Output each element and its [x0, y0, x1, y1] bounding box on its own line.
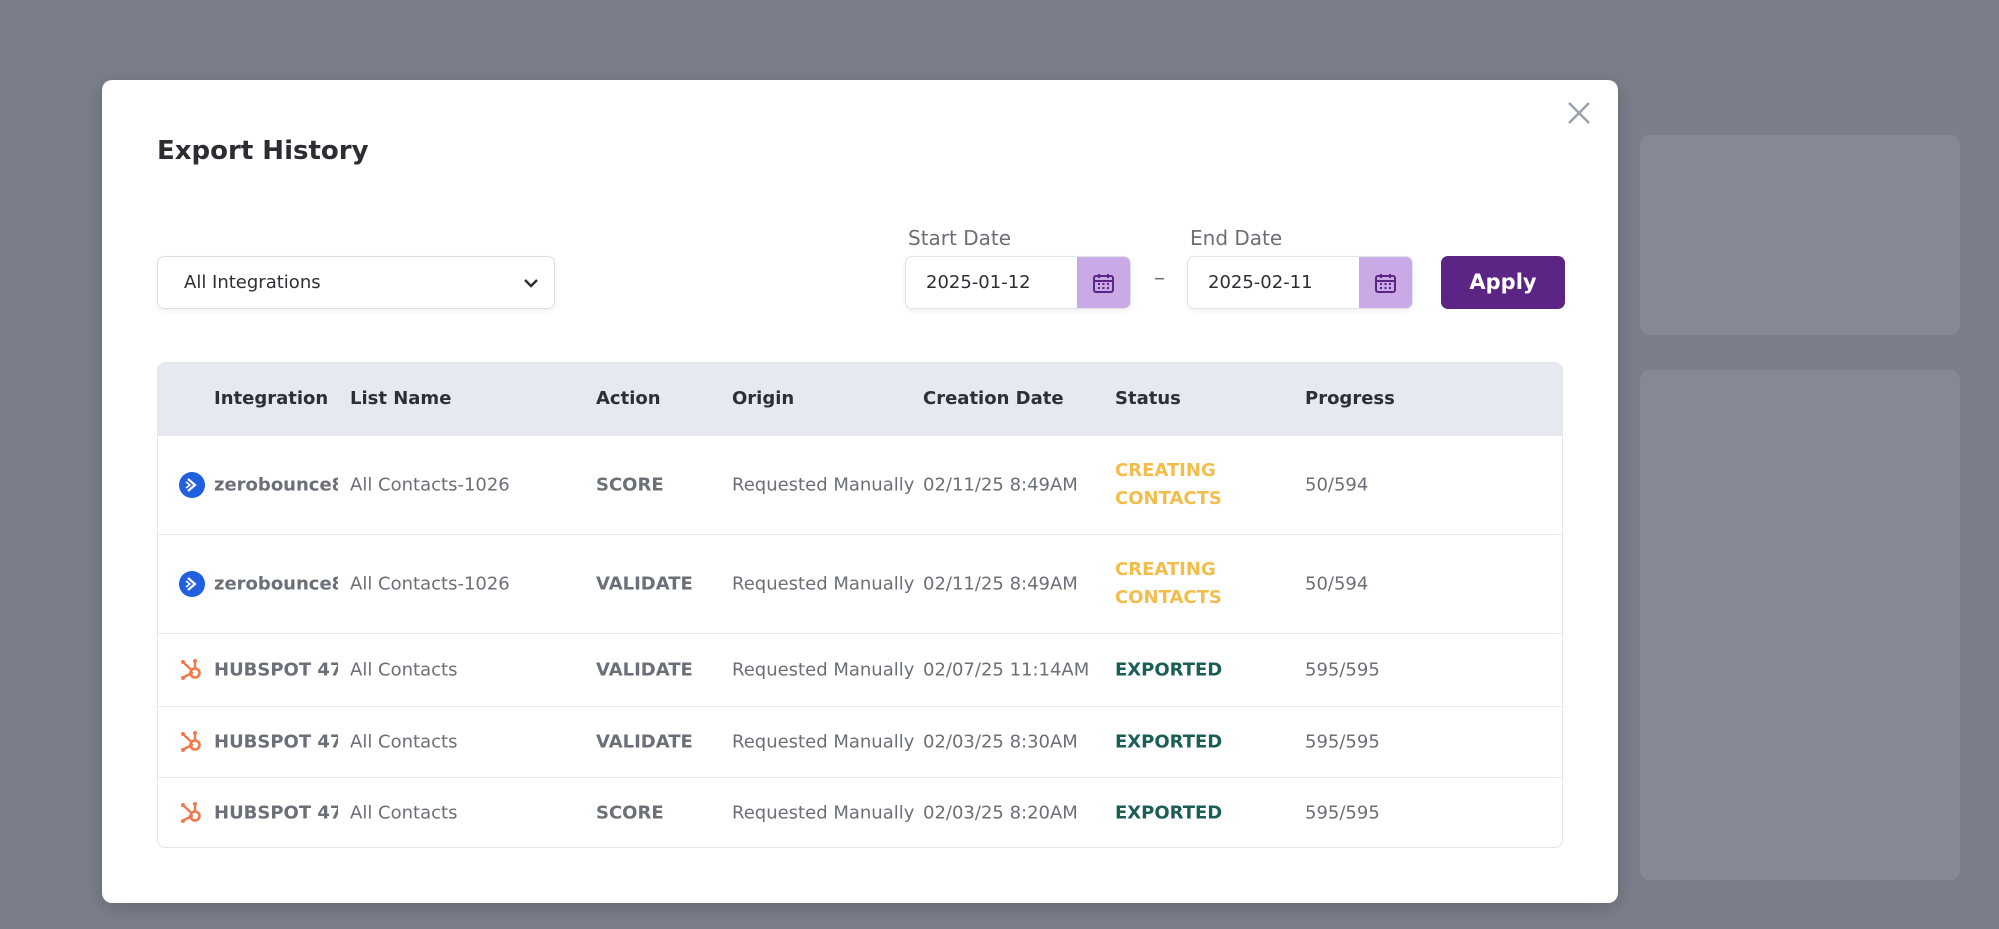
creation-date: 02/11/25 8:49AM — [923, 475, 1078, 496]
column-header: List Name — [350, 363, 451, 435]
chevron — [522, 274, 540, 292]
list-name: All Contacts-1026 — [350, 475, 510, 496]
column-header: Origin — [732, 363, 794, 435]
action: VALIDATE — [596, 660, 693, 681]
table-row: zerobounce8579 All Contacts-1026 SCORE Requ… — [158, 435, 1562, 534]
end-date-label: End Date — [1190, 226, 1282, 250]
progress: 50/594 — [1305, 574, 1368, 595]
list-name: All Contacts — [350, 732, 457, 753]
integration-name: HUBSPOT 4784 — [214, 803, 338, 824]
date-value: 2025-02-11 — [1208, 272, 1313, 293]
date-value: 2025-01-12 — [926, 272, 1031, 293]
status: CREATING CONTACTS — [1115, 457, 1235, 513]
creation-date: 02/03/25 8:30AM — [923, 732, 1078, 753]
action: VALIDATE — [596, 732, 693, 753]
integration-name: zerobounce8579 — [214, 475, 338, 496]
origin: Requested Manually — [732, 475, 914, 496]
apply-button[interactable]: Apply — [1441, 256, 1565, 309]
close-button[interactable] — [1566, 100, 1592, 126]
table-row: HUBSPOT 4784 All Contacts SCORE Requested M… — [158, 777, 1562, 848]
export-table: Integration List Name Action Origin Creation… — [157, 362, 1563, 848]
select-value: All Integrations — [184, 272, 321, 293]
action: SCORE — [596, 475, 664, 496]
integration-icon — [179, 800, 205, 826]
modal-title: Export History — [157, 136, 369, 166]
creation-date: 02/11/25 8:49AM — [923, 574, 1078, 595]
list-name: All Contacts — [350, 660, 457, 681]
integration-icon — [179, 472, 205, 498]
integration-select[interactable]: All Integrations — [157, 256, 555, 309]
integration-icon — [179, 729, 205, 755]
action: SCORE — [596, 803, 664, 824]
creation-date: 02/03/25 8:20AM — [923, 803, 1078, 824]
integration-name: HUBSPOT 4784 — [214, 660, 338, 681]
column-header: Progress — [1305, 363, 1395, 435]
end-date-input[interactable]: 2025-02-11 — [1187, 256, 1413, 309]
table-row: zerobounce8579 All Contacts-1026 VALIDATE R… — [158, 534, 1562, 633]
background-panel — [1640, 135, 1960, 335]
table-header: Integration List Name Action Origin Creation… — [158, 363, 1562, 435]
integration-name: HUBSPOT 4784 — [214, 732, 338, 753]
column-header: Creation Date — [923, 363, 1064, 435]
export-history-modal: Export History All Integrations Start Da… — [102, 80, 1618, 903]
progress: 595/595 — [1305, 660, 1380, 681]
status: EXPORTED — [1115, 732, 1222, 753]
integration-icon — [179, 657, 205, 683]
column-header: Integration — [214, 363, 328, 435]
list-name: All Contacts-1026 — [350, 574, 510, 595]
calendar-button[interactable] — [1077, 257, 1130, 309]
origin: Requested Manually — [732, 660, 914, 681]
origin: Requested Manually — [732, 803, 914, 824]
table-row: HUBSPOT 4784 All Contacts VALIDATE Requeste… — [158, 706, 1562, 777]
start-date-label: Start Date — [908, 226, 1011, 250]
column-header: Status — [1115, 363, 1181, 435]
status: EXPORTED — [1115, 660, 1222, 681]
progress: 595/595 — [1305, 732, 1380, 753]
column-header: Action — [596, 363, 661, 435]
list-name: All Contacts — [350, 803, 457, 824]
date-separator: – — [1154, 266, 1165, 291]
background-panel — [1640, 370, 1960, 880]
table-row: HUBSPOT 4784 All Contacts VALIDATE Requeste… — [158, 633, 1562, 706]
integration-name: zerobounce8579 — [214, 574, 338, 595]
status: EXPORTED — [1115, 803, 1222, 824]
origin: Requested Manually — [732, 732, 914, 753]
calendar-button[interactable] — [1359, 257, 1412, 309]
status: CREATING CONTACTS — [1115, 556, 1235, 612]
integration-icon — [179, 571, 205, 597]
start-date-input[interactable]: 2025-01-12 — [905, 256, 1131, 309]
creation-date: 02/07/25 11:14AM — [923, 660, 1089, 681]
progress: 595/595 — [1305, 803, 1380, 824]
progress: 50/594 — [1305, 475, 1368, 496]
action: VALIDATE — [596, 574, 693, 595]
origin: Requested Manually — [732, 574, 914, 595]
